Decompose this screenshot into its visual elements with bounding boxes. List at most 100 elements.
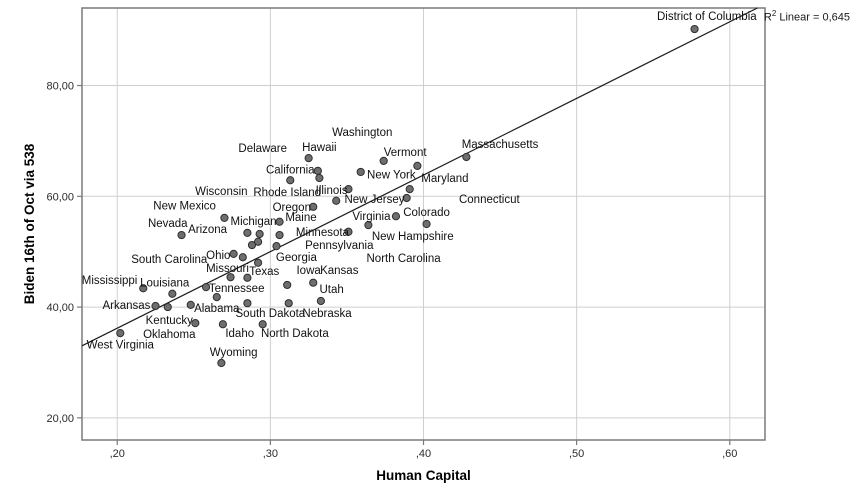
state-label: New Jersey [344, 194, 404, 206]
state-label: Ohio [206, 250, 230, 262]
data-point [217, 358, 226, 368]
data-point [309, 278, 318, 287]
data-point [275, 217, 284, 226]
data-point [275, 230, 284, 240]
data-point [139, 284, 148, 293]
x-tick-label: ,40 [416, 448, 431, 460]
state-label: Vermont [384, 147, 428, 159]
data-point [690, 24, 699, 34]
state-label: Iowa [296, 265, 321, 277]
data-point [254, 237, 263, 246]
data-point [391, 212, 401, 221]
state-label: Mississippi [82, 275, 138, 287]
data-point [413, 161, 422, 170]
data-point [220, 213, 229, 223]
state-label: Connecticut [459, 194, 521, 206]
data-point [218, 320, 227, 329]
state-label: North Carolina [367, 253, 442, 265]
state-label: West Virginia [87, 340, 155, 352]
state-label: Rhode Island [253, 187, 321, 199]
state-label: Maine [285, 212, 316, 224]
data-point [258, 320, 267, 329]
state-label: Kentucky [146, 315, 194, 327]
state-label: South Dakota [236, 308, 306, 320]
r-squared-exponent: 2 [771, 9, 777, 18]
data-point [332, 196, 341, 205]
data-point [238, 253, 247, 262]
data-point [344, 227, 353, 236]
state-label: North Dakota [261, 328, 329, 340]
state-label: New York [367, 170, 416, 182]
x-tick-label: ,50 [569, 448, 584, 460]
state-label: Nevada [148, 218, 188, 230]
data-point [344, 185, 353, 194]
data-point [313, 166, 322, 175]
r-squared-label: R2 Linear = 0,645 [764, 9, 850, 24]
state-label: Colorado [403, 207, 450, 219]
state-label: Oklahoma [143, 329, 196, 341]
data-point [191, 319, 200, 328]
state-label: Illinois [316, 185, 348, 197]
data-point [304, 153, 313, 163]
data-point [364, 221, 373, 230]
state-label: Nebraska [302, 308, 352, 320]
state-label: Maryland [421, 173, 468, 185]
state-label: Missouri [206, 263, 249, 275]
data-point [229, 249, 238, 259]
data-point [212, 293, 221, 302]
state-label: Oregon [273, 202, 311, 214]
state-label: New Hampshire [372, 231, 454, 243]
state-label: Washington [332, 127, 392, 139]
state-label: Wisconsin [195, 186, 247, 198]
data-point [315, 173, 324, 183]
state-label: Alabama [194, 303, 240, 315]
data-point [151, 301, 160, 311]
data-point [116, 329, 125, 338]
state-label: District of Columbia [657, 11, 757, 23]
state-label: Michigan [231, 216, 277, 228]
data-point [247, 240, 257, 250]
r-squared-prefix: R [763, 11, 772, 24]
state-label: Tennessee [209, 283, 265, 295]
x-tick-label: ,30 [263, 448, 278, 460]
state-label: California [266, 165, 315, 177]
x-axis-title: Human Capital [376, 468, 471, 483]
data-point [201, 283, 211, 292]
y-tick-label: 60,00 [46, 191, 74, 203]
x-tick-label: ,60 [722, 448, 737, 460]
data-point [405, 185, 414, 194]
r-squared-value: Linear = 0,645 [776, 11, 850, 24]
y-tick-label: 20,00 [46, 413, 74, 425]
state-label: Pennsylvania [305, 240, 374, 252]
state-label: Idaho [225, 328, 254, 340]
data-point [356, 167, 365, 177]
y-tick-label: 40,00 [46, 302, 74, 314]
y-axis-title: Biden 16th of Oct via 538 [22, 143, 37, 305]
data-point [309, 202, 318, 211]
state-label: Delaware [238, 143, 287, 155]
state-label: Wyoming [210, 347, 258, 359]
state-label: Minnesota [296, 227, 350, 239]
state-label: Hawaii [302, 142, 337, 154]
data-point [243, 299, 252, 308]
state-label: Texas [249, 266, 279, 278]
data-point [226, 273, 235, 282]
data-point [379, 156, 388, 165]
data-point [284, 299, 293, 308]
data-point [462, 152, 471, 162]
data-point [316, 296, 325, 306]
state-label: Arizona [188, 224, 228, 236]
data-point [177, 230, 186, 240]
data-point [422, 219, 431, 229]
data-point [402, 193, 411, 203]
y-tick-label: 80,00 [46, 81, 74, 93]
state-label: New Mexico [153, 201, 216, 213]
state-label: Georgia [276, 252, 318, 264]
data-point [286, 176, 295, 185]
data-point [243, 228, 252, 237]
state-label: Louisiana [140, 278, 190, 290]
x-tick-label: ,20 [110, 448, 125, 460]
data-point [255, 229, 264, 239]
data-point [243, 273, 252, 282]
